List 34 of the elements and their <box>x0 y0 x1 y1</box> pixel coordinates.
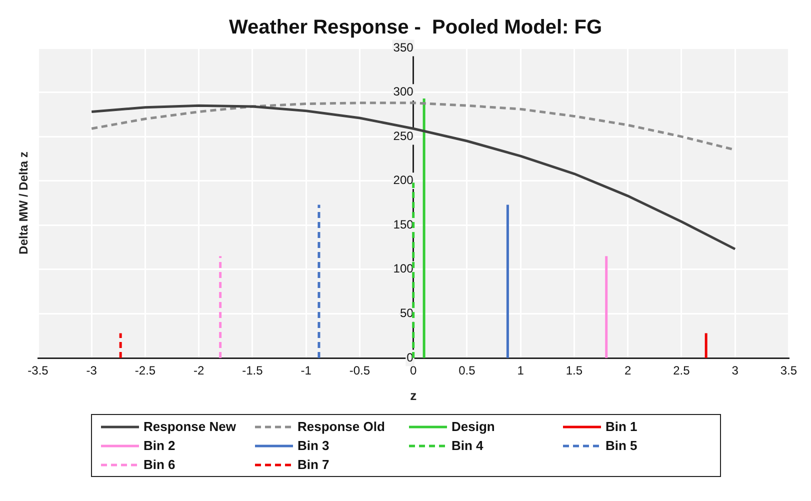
legend-label: Bin 5 <box>606 438 638 453</box>
x-tick-label: 1 <box>517 364 524 378</box>
legend-label: Bin 4 <box>452 438 484 453</box>
x-tick-label: 3 <box>732 364 739 378</box>
x-tick-label: 2 <box>624 364 632 378</box>
y-axis-title: Delta MW / Delta z <box>16 152 30 254</box>
y-tick-label: 100 <box>393 262 414 276</box>
y-tick-label: 50 <box>400 306 414 320</box>
chart-title: Weather Response - Pooled Model: FG <box>228 16 602 39</box>
x-tick-label: -0.5 <box>349 364 370 378</box>
x-tick-label: 1.5 <box>566 364 583 378</box>
legend-label: Response New <box>144 419 236 434</box>
x-axis-title: z <box>410 388 418 403</box>
x-tick-label: -2 <box>194 364 205 378</box>
x-tick-label: -3.5 <box>28 364 49 378</box>
legend-label: Bin 2 <box>144 438 176 453</box>
legend-label: Bin 1 <box>606 419 638 434</box>
x-tick-label: -2.5 <box>134 364 156 378</box>
legend-label: Bin 3 <box>298 438 330 453</box>
y-tick-label: 250 <box>393 128 414 143</box>
y-tick-label: 200 <box>393 173 414 188</box>
legend-label: Bin 6 <box>144 457 176 472</box>
x-tick-label: 3.5 <box>780 364 798 378</box>
x-tick-label: -1 <box>300 364 312 378</box>
y-tick-label: 300 <box>393 84 414 99</box>
x-tick-label: 0.5 <box>458 364 476 378</box>
y-tick-label: 350 <box>393 40 414 54</box>
x-tick-label: -1.5 <box>242 364 264 378</box>
x-tick-label: -3 <box>86 364 98 378</box>
legend-label: Response Old <box>298 419 385 434</box>
legend-label: Bin 7 <box>298 457 330 472</box>
x-tick-label: 2.5 <box>673 364 690 378</box>
legend-label: Design <box>452 419 495 434</box>
y-tick-label: 0 <box>406 350 414 364</box>
